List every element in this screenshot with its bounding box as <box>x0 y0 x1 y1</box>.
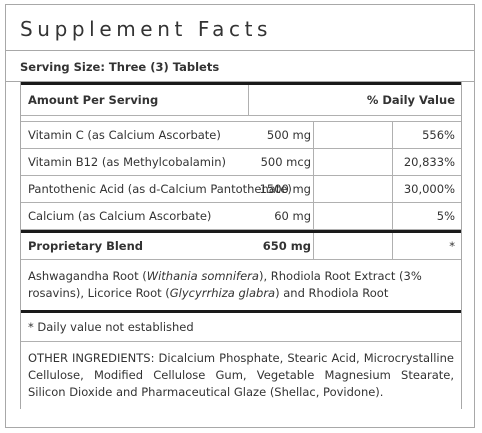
nutrient-name: Vitamin B12 (as Methylcobalamin) <box>28 155 226 169</box>
spacer <box>21 116 461 122</box>
other-ingredients: OTHER INGREDIENTS: Dicalcium Phosphate, … <box>28 351 454 399</box>
nutrient-dv: 5% <box>436 209 455 223</box>
table-header: Amount Per Serving % Daily Value <box>21 85 461 116</box>
blend-amount: 650 mg <box>262 239 311 253</box>
nutrient-name: Calcium (as Calcium Ascorbate) <box>28 209 212 223</box>
thick-rule <box>21 310 461 313</box>
facts-table: Amount Per Serving % Daily Value Vitamin… <box>20 82 462 409</box>
panel-title: Supplement Facts <box>20 17 273 41</box>
header-divider <box>248 85 249 115</box>
table-row: Vitamin C (as Calcium Ascorbate) 500 mg … <box>21 122 461 149</box>
nutrient-amount: 60 mg <box>274 209 311 223</box>
table-row: Vitamin B12 (as Methylcobalamin) 500 mcg… <box>21 149 461 176</box>
supplement-facts-panel: Supplement Facts Serving Size: Three (3)… <box>5 4 475 428</box>
thick-rule <box>21 230 461 233</box>
serving-size: Serving Size: Three (3) Tablets <box>20 60 220 74</box>
title-divider <box>6 50 474 51</box>
nutrient-dv: 30,000% <box>403 182 455 196</box>
daily-value-label: % Daily Value <box>366 93 455 107</box>
thick-rule <box>21 82 461 85</box>
nutrient-amount: 500 mg <box>266 128 311 142</box>
serving-divider <box>6 81 474 82</box>
nutrient-dv: 556% <box>422 128 455 142</box>
nutrient-amount: 500 mcg <box>260 155 311 169</box>
blend-row: Proprietary Blend 650 mg * <box>21 233 461 260</box>
blend-description: Ashwagandha Root (Withania somnifera), R… <box>28 269 422 300</box>
nutrient-name: Pantothenic Acid (as d-Calcium Pantothen… <box>28 182 292 196</box>
table-row: Calcium (as Calcium Ascorbate) 60 mg 5% <box>21 203 461 230</box>
nutrient-dv: 20,833% <box>403 155 455 169</box>
table-row: Pantothenic Acid (as d-Calcium Pantothen… <box>21 176 461 203</box>
nutrient-amount: 1500 mg <box>259 182 311 196</box>
nutrient-name: Vitamin C (as Calcium Ascorbate) <box>28 128 221 142</box>
daily-value-footnote: * Daily value not established <box>21 313 461 342</box>
blend-dv: * <box>449 239 455 253</box>
amount-per-serving-label: Amount Per Serving <box>28 93 159 107</box>
blend-name: Proprietary Blend <box>28 239 143 253</box>
